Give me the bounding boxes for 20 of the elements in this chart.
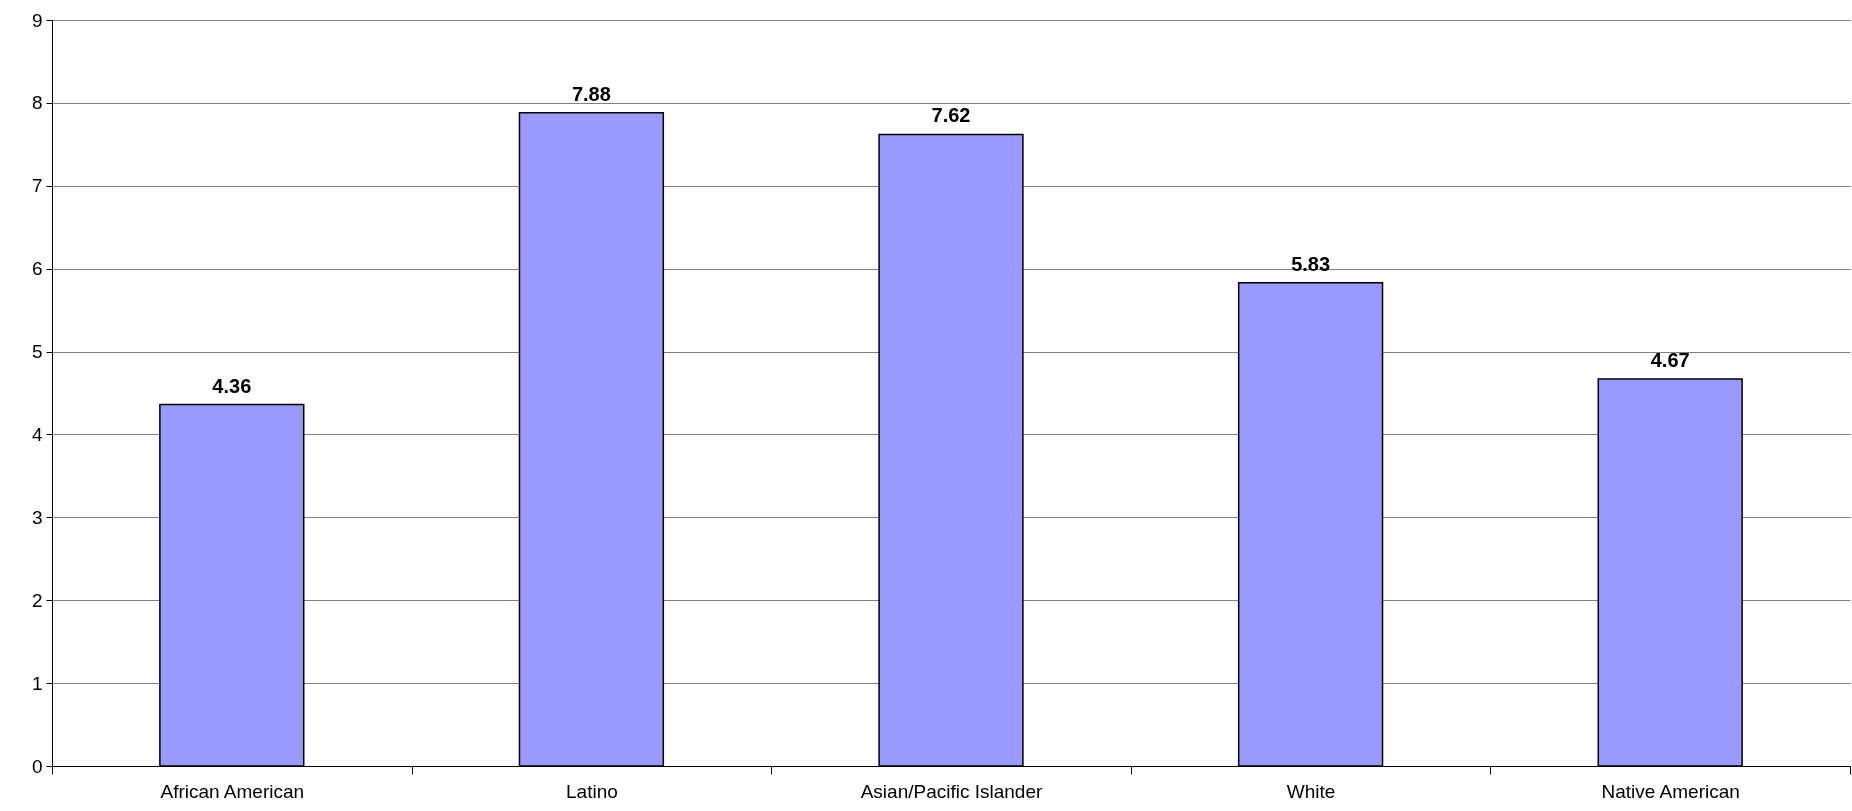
data-label: 5.83	[1291, 252, 1331, 275]
y-tick-label: 2	[31, 589, 43, 611]
x-tick-label: Latino	[566, 780, 618, 802]
x-tick-label: White	[1286, 780, 1336, 802]
y-tick-label: 8	[31, 92, 43, 114]
y-tick-label: 5	[31, 341, 43, 363]
data-label: 7.62	[931, 104, 971, 127]
data-label: 4.67	[1650, 348, 1690, 371]
y-tick-label: 1	[31, 672, 43, 694]
y-tick-label: 4	[31, 423, 43, 445]
x-tick-label: Native American	[1601, 780, 1740, 802]
y-tick-label: 6	[31, 258, 43, 280]
x-tick-label: Asian/Pacific Islander	[860, 780, 1043, 802]
data-label: 7.88	[571, 82, 611, 105]
y-tick-label: 3	[31, 506, 43, 528]
y-tick-label: 9	[31, 9, 43, 31]
x-tick-label: African American	[160, 780, 305, 802]
y-tick-label: 0	[31, 755, 43, 777]
y-tick-label: 7	[31, 175, 43, 197]
data-label: 4.36	[212, 374, 252, 397]
